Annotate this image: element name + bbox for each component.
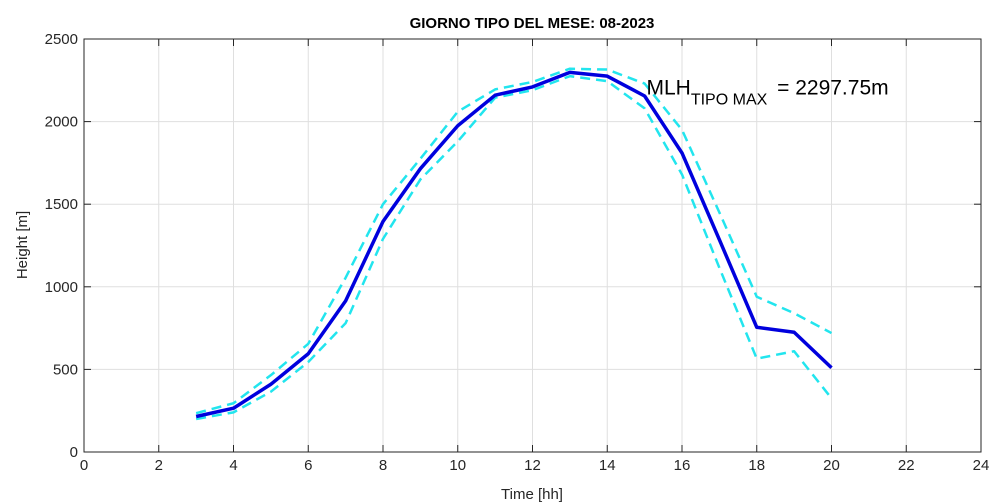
x-tick-label: 20 xyxy=(823,457,840,474)
y-tick-label: 1500 xyxy=(45,196,78,213)
chart-title: GIORNO TIPO DEL MESE: 08-2023 xyxy=(410,15,655,32)
x-tick-label: 14 xyxy=(599,457,616,474)
series-line-main xyxy=(195,70,833,419)
mlh-annotation-value: = 2297.75m xyxy=(771,76,888,99)
series-group xyxy=(195,67,833,421)
series-line-dashed-2 xyxy=(195,74,833,421)
x-tick-label: 8 xyxy=(379,457,387,474)
x-tick-label: 2 xyxy=(155,457,163,474)
x-tick-label: 22 xyxy=(898,457,915,474)
y-tick-label: 2000 xyxy=(45,114,78,131)
y-tick-label: 1000 xyxy=(45,279,78,296)
x-tick-label: 6 xyxy=(304,457,312,474)
x-tick-label: 12 xyxy=(524,457,541,474)
y-tick-label: 0 xyxy=(70,444,78,461)
x-axis-label: Time [hh] xyxy=(501,486,563,503)
x-tick-label: 4 xyxy=(229,457,237,474)
mlh-annotation-main: MLH xyxy=(646,76,690,99)
mlh-annotation: MLHTIPO MAX = 2297.75m xyxy=(646,76,888,108)
x-tick-label: 18 xyxy=(748,457,765,474)
x-tick-label: 0 xyxy=(80,457,88,474)
x-tick-label: 16 xyxy=(674,457,691,474)
y-axis-label: Height [m] xyxy=(14,211,31,279)
x-tick-label: 10 xyxy=(449,457,466,474)
y-ticks: 0 500 1000 1500 2000 2500 xyxy=(45,31,981,461)
y-tick-label: 500 xyxy=(53,361,78,378)
series-line-dashed-1 xyxy=(195,67,833,415)
y-tick-label: 2500 xyxy=(45,31,78,48)
x-tick-label: 24 xyxy=(973,457,990,474)
mlh-annotation-sub: TIPO MAX xyxy=(691,91,768,108)
x-ticks: 0 2 4 6 8 10 12 14 16 18 20 22 24 xyxy=(80,39,990,474)
